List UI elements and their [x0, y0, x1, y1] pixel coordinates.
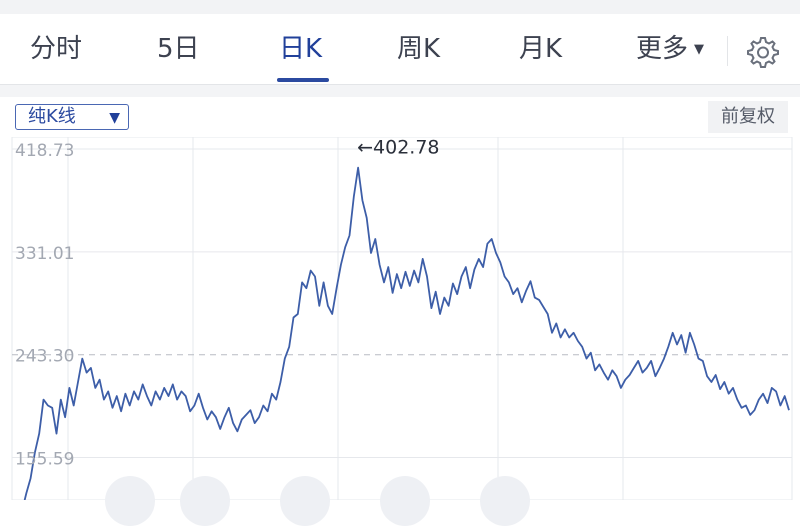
tab-daily-k[interactable]: 日K: [279, 34, 323, 64]
chart-grid: [11, 137, 793, 500]
y-axis-labels: 418.73 331.01 243.30 155.59: [15, 141, 74, 470]
max-price-label: ←402.78: [357, 137, 439, 159]
zoom-in-button[interactable]: [180, 476, 230, 526]
plot-frame: [11, 137, 793, 500]
tab-weekly-k[interactable]: 周K: [397, 34, 441, 64]
kline-type-label: 纯K线: [28, 106, 76, 127]
tab-5day[interactable]: 5日: [157, 34, 200, 64]
active-tab-indicator: [277, 78, 329, 82]
period-tabs: 分时 5日 日K 周K 月K 更多 ▼: [0, 14, 800, 85]
price-series: [23, 166, 790, 500]
y-tick-label: 331.01: [15, 244, 74, 264]
tab-more-label: 更多: [636, 34, 689, 64]
y-tick-label: 418.73: [15, 141, 74, 161]
tab-monthly-k[interactable]: 月K: [519, 34, 563, 64]
scroll-left-button[interactable]: [280, 476, 330, 526]
separator-strip: [0, 85, 800, 97]
divider: [727, 36, 728, 66]
expand-button[interactable]: [480, 476, 530, 526]
price-line-chart[interactable]: 418.73 331.01 243.30 155.59 ←402.78: [0, 137, 800, 500]
dropdown-triangle-icon: ▼: [109, 110, 120, 126]
zoom-out-button[interactable]: [105, 476, 155, 526]
adjust-mode-button[interactable]: 前复权: [708, 101, 788, 133]
tab-intraday[interactable]: 分时: [30, 34, 83, 64]
kline-type-dropdown[interactable]: 纯K线 ▼: [15, 104, 129, 130]
tab-more[interactable]: 更多 ▼: [636, 14, 704, 84]
scroll-right-button[interactable]: [380, 476, 430, 526]
settings-gear-icon[interactable]: [742, 32, 782, 72]
y-tick-label: 155.59: [15, 450, 74, 470]
caret-down-icon: ▼: [694, 41, 705, 57]
max-price-annotation: ←402.78: [357, 137, 439, 159]
status-bar: [0, 0, 800, 14]
y-tick-label: 243.30: [15, 347, 74, 367]
price-line: [23, 166, 790, 500]
chart-toolbar: 纯K线 ▼ 前复权: [0, 97, 800, 137]
